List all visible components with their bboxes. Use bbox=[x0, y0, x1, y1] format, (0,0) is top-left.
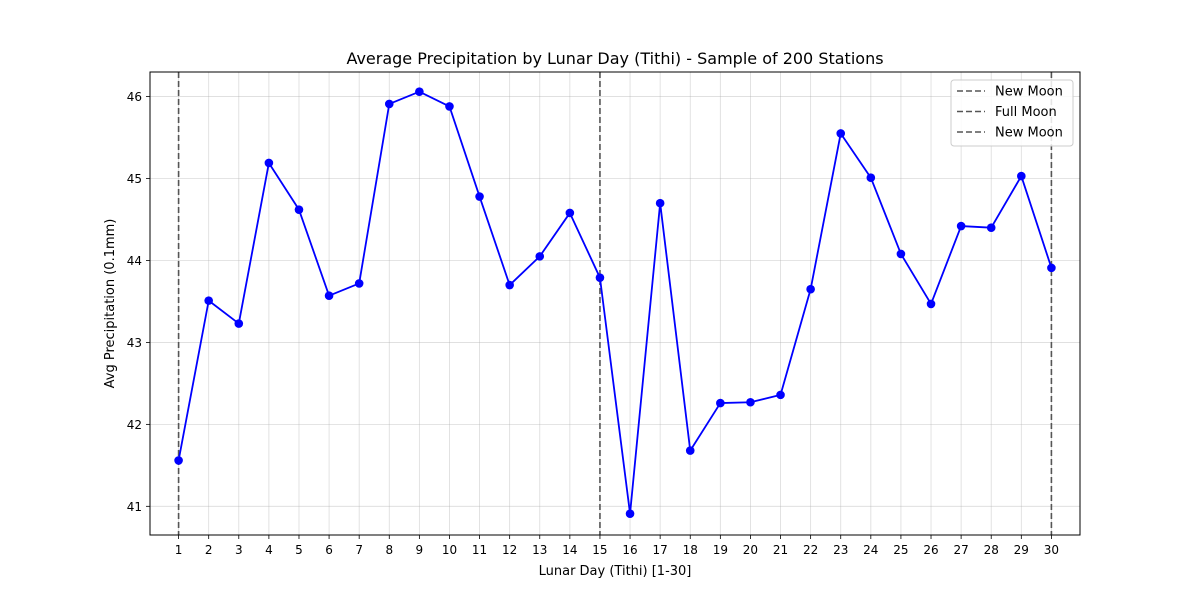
data-point bbox=[685, 446, 695, 455]
data-point bbox=[655, 198, 665, 208]
data-point bbox=[294, 205, 304, 214]
x-tick-label: 10 bbox=[442, 543, 457, 557]
y-tick-label: 44 bbox=[127, 254, 142, 268]
x-tick-label: 14 bbox=[562, 543, 577, 557]
x-tick-label: 30 bbox=[1044, 543, 1059, 557]
x-tick-label: 29 bbox=[1014, 543, 1029, 557]
x-tick-label: 24 bbox=[863, 543, 878, 557]
x-tick-label: 19 bbox=[713, 543, 728, 557]
x-tick-label: 23 bbox=[833, 543, 848, 557]
data-point bbox=[174, 456, 183, 465]
y-axis: 41 42 43 44 45 46 bbox=[127, 90, 150, 514]
legend-label: New Moon bbox=[995, 85, 1063, 100]
legend-box bbox=[950, 79, 1074, 147]
legend-label: Full Moon bbox=[995, 105, 1057, 120]
x-tick-label: 22 bbox=[803, 543, 818, 557]
x-axis: 1 2 3 4 5 6 7 8 9 10 11 12 13 14 15 16 17 18 19 20 21 22 23 24 2… bbox=[175, 535, 1059, 557]
x-tick-label: 2 bbox=[205, 543, 213, 557]
x-tick-label: 20 bbox=[743, 543, 758, 557]
data-point bbox=[956, 221, 966, 231]
data-point bbox=[836, 129, 846, 138]
data-point bbox=[625, 509, 635, 518]
x-tick-label: 11 bbox=[472, 543, 487, 557]
data-point bbox=[535, 252, 545, 261]
data-point bbox=[475, 192, 484, 201]
data-point bbox=[806, 284, 815, 294]
data-point bbox=[234, 319, 244, 328]
x-tick-label: 16 bbox=[622, 543, 637, 557]
x-tick-label: 28 bbox=[984, 543, 999, 557]
x-tick-label: 1 bbox=[175, 543, 183, 557]
data-point bbox=[505, 280, 514, 290]
chart-title: Average Precipitation by Lunar Day (Tith… bbox=[346, 49, 883, 68]
series-line bbox=[177, 90, 1053, 515]
data-point bbox=[1047, 263, 1056, 273]
data-point bbox=[204, 296, 213, 305]
reference-lines bbox=[177, 72, 1053, 535]
y-tick-label: 43 bbox=[127, 336, 142, 350]
x-tick-label: 17 bbox=[653, 543, 668, 557]
x-tick-label: 13 bbox=[532, 543, 547, 557]
y-tick-label: 46 bbox=[127, 90, 142, 104]
x-tick-label: 6 bbox=[325, 543, 333, 557]
legend-label: New Moon bbox=[995, 126, 1063, 141]
data-point bbox=[986, 223, 996, 232]
data-point bbox=[866, 173, 876, 183]
x-tick-label: 5 bbox=[295, 543, 303, 557]
data-point bbox=[565, 208, 575, 218]
x-tick-label: 21 bbox=[773, 543, 788, 557]
x-tick-label: 18 bbox=[683, 543, 698, 557]
x-tick-label: 12 bbox=[502, 543, 517, 557]
data-point bbox=[264, 158, 274, 168]
x-tick-label: 8 bbox=[385, 543, 393, 557]
x-tick-label: 7 bbox=[355, 543, 363, 557]
data-point bbox=[415, 87, 424, 96]
data-point bbox=[1017, 171, 1026, 181]
y-tick-label: 42 bbox=[127, 418, 142, 432]
grid bbox=[150, 72, 1080, 535]
series bbox=[174, 87, 1056, 518]
legend: New Moon Full Moon New Moon bbox=[950, 79, 1074, 147]
data-point bbox=[324, 291, 334, 301]
y-axis-label: Avg Precipitation (0.1mm) bbox=[103, 219, 118, 389]
x-tick-label: 9 bbox=[416, 543, 424, 557]
x-tick-label: 4 bbox=[265, 543, 273, 557]
x-tick-label: 25 bbox=[893, 543, 908, 557]
x-tick-label: 15 bbox=[592, 543, 607, 557]
x-tick-label: 3 bbox=[235, 543, 243, 557]
data-point bbox=[896, 249, 906, 259]
data-point bbox=[445, 102, 454, 111]
data-point bbox=[926, 299, 936, 309]
data-point bbox=[776, 390, 785, 400]
y-tick-label: 45 bbox=[127, 172, 142, 186]
data-point bbox=[384, 99, 394, 109]
data-point bbox=[716, 398, 725, 408]
data-point bbox=[354, 279, 364, 288]
x-axis-label: Lunar Day (Tithi) [1-30] bbox=[539, 564, 692, 579]
x-tick-label: 26 bbox=[923, 543, 938, 557]
x-tick-label: 27 bbox=[953, 543, 968, 557]
data-point bbox=[595, 273, 605, 282]
plot-frame bbox=[149, 71, 1081, 536]
y-tick-label: 41 bbox=[127, 500, 142, 514]
data-point bbox=[746, 397, 755, 407]
